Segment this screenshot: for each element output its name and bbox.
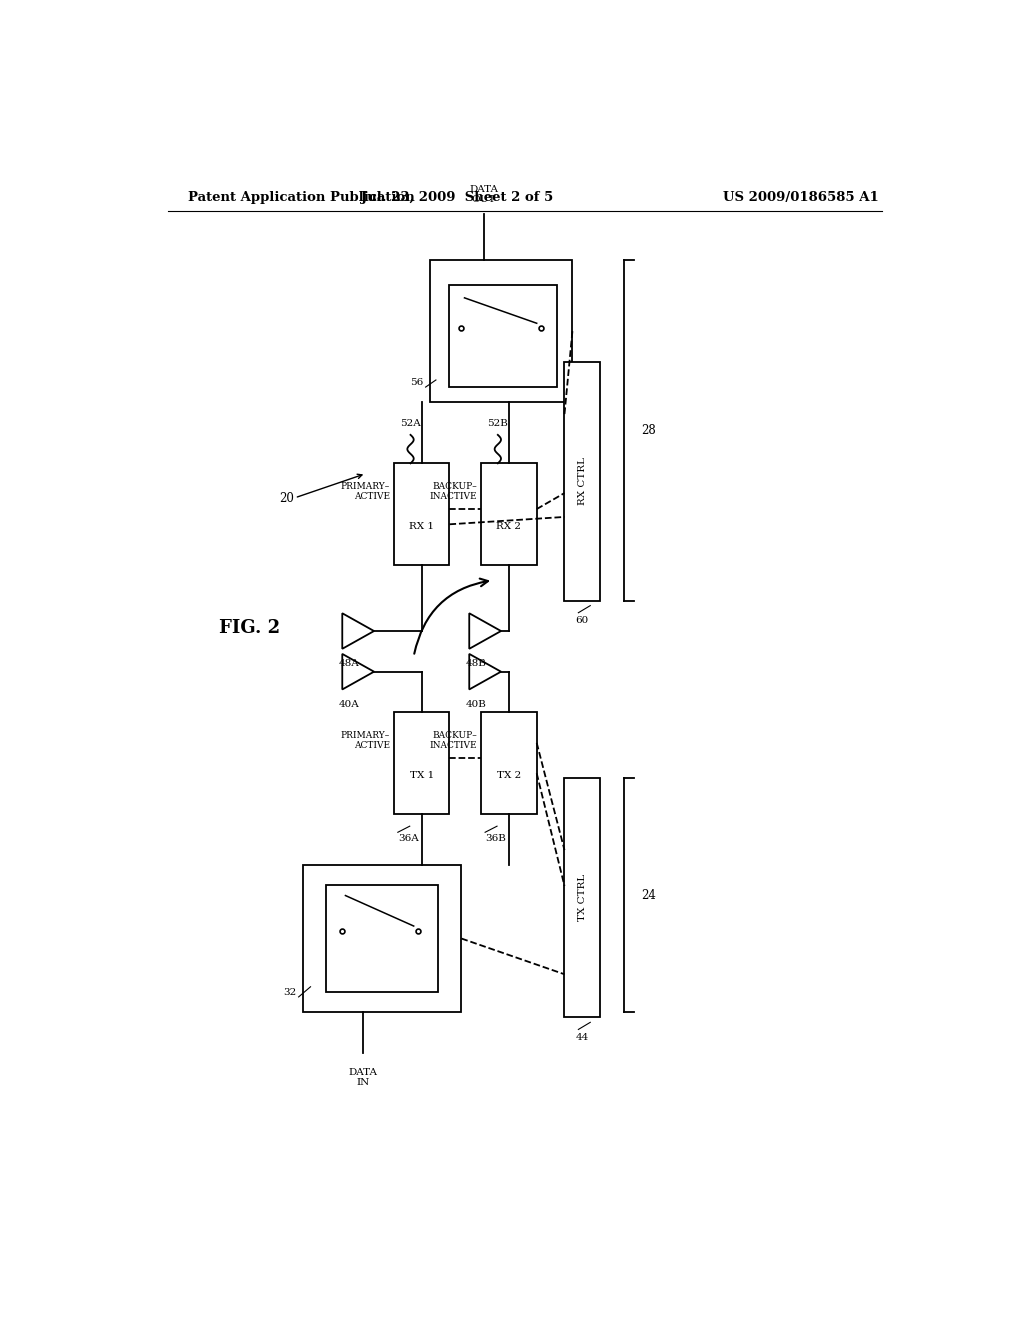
Bar <box>564 779 600 1018</box>
Text: 48B: 48B <box>465 660 486 668</box>
Text: 40A: 40A <box>338 700 359 709</box>
Text: DATA
IN: DATA IN <box>348 1068 378 1088</box>
Bar <box>481 463 537 565</box>
Text: Patent Application Publication: Patent Application Publication <box>187 190 415 203</box>
Text: BACKUP–
INACTIVE: BACKUP– INACTIVE <box>429 731 477 751</box>
Text: RX 2: RX 2 <box>497 521 521 531</box>
Text: 32: 32 <box>283 987 296 997</box>
Text: TX 1: TX 1 <box>410 771 434 780</box>
Text: 52A: 52A <box>400 418 421 428</box>
FancyArrowPatch shape <box>415 578 488 653</box>
Text: 60: 60 <box>575 616 589 624</box>
Text: 40B: 40B <box>465 700 486 709</box>
Bar <box>481 713 537 814</box>
Bar <box>450 285 557 387</box>
Text: TX 2: TX 2 <box>497 771 521 780</box>
Bar <box>564 362 600 601</box>
Bar <box>430 260 572 403</box>
Text: DATA
OUT: DATA OUT <box>469 185 499 205</box>
Bar <box>303 865 461 1012</box>
Text: TX CTRL: TX CTRL <box>578 874 587 921</box>
Text: FIG. 2: FIG. 2 <box>219 619 281 638</box>
Text: US 2009/0186585 A1: US 2009/0186585 A1 <box>723 190 879 203</box>
Text: 36B: 36B <box>485 834 506 843</box>
Text: 52B: 52B <box>487 418 508 428</box>
Text: 20: 20 <box>280 492 294 506</box>
Text: PRIMARY–
ACTIVE: PRIMARY– ACTIVE <box>341 482 390 502</box>
Text: RX CTRL: RX CTRL <box>578 457 587 506</box>
Text: RX 1: RX 1 <box>410 521 434 531</box>
Text: Jul. 23, 2009  Sheet 2 of 5: Jul. 23, 2009 Sheet 2 of 5 <box>361 190 553 203</box>
Text: 56: 56 <box>410 378 423 387</box>
Text: PRIMARY–
ACTIVE: PRIMARY– ACTIVE <box>341 731 390 751</box>
Text: 24: 24 <box>641 888 656 902</box>
Text: 44: 44 <box>575 1032 589 1041</box>
Text: 28: 28 <box>641 424 656 437</box>
Bar <box>327 886 437 991</box>
Text: 36A: 36A <box>397 834 419 843</box>
Text: 48A: 48A <box>338 660 359 668</box>
Bar <box>394 713 450 814</box>
Text: BACKUP–
INACTIVE: BACKUP– INACTIVE <box>429 482 477 502</box>
Bar <box>394 463 450 565</box>
